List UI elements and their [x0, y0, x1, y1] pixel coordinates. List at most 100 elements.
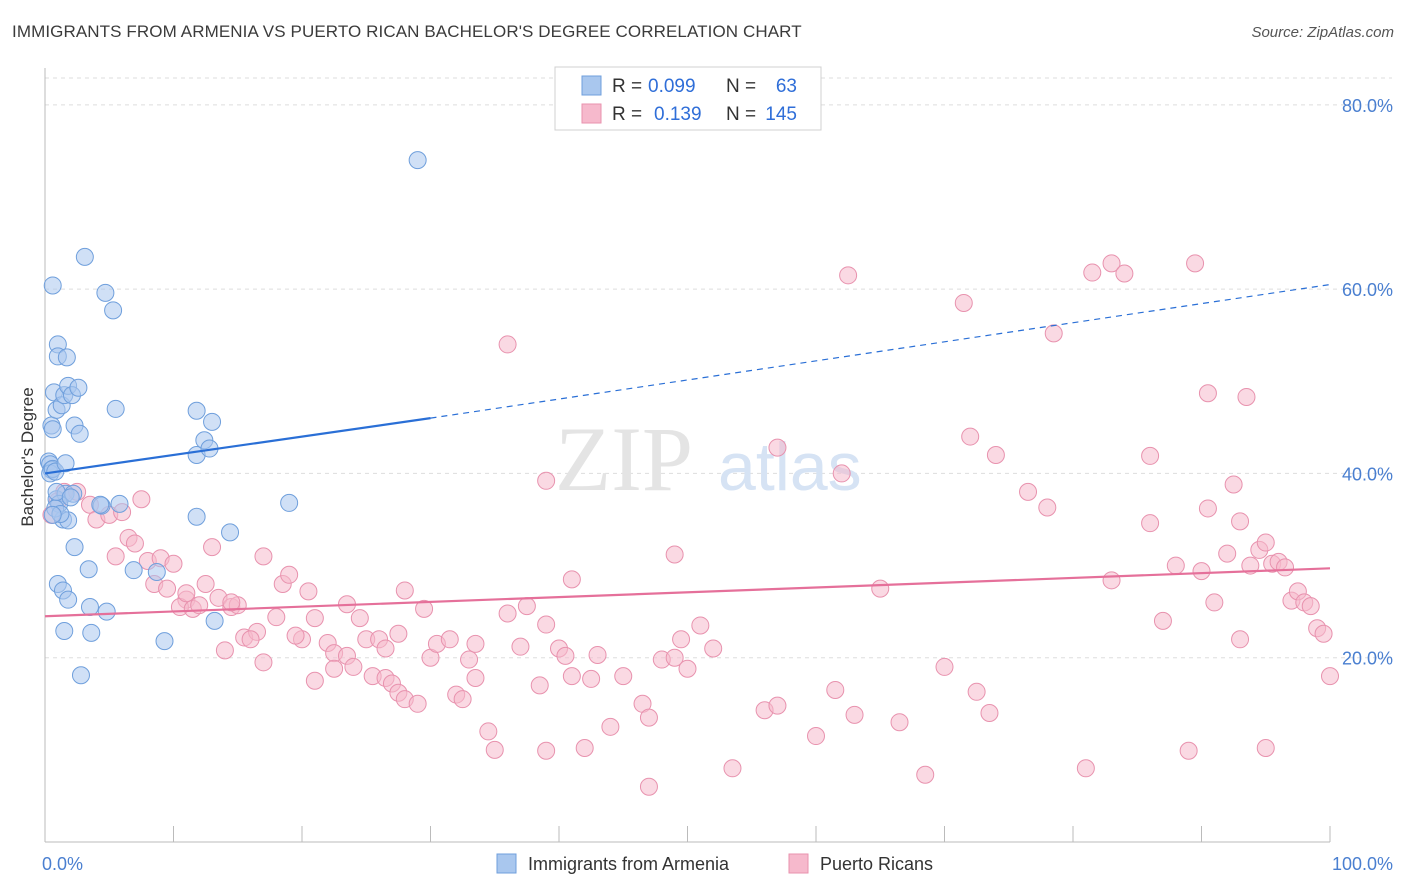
puerto-ricans-point-81: [871, 579, 890, 598]
x-tick-label-0: 0.0%: [42, 854, 83, 874]
puerto-ricans-point-74: [704, 639, 723, 658]
series-legend-armenia-label: Immigrants from Armenia: [528, 854, 730, 874]
puerto-ricans-point-146: [1198, 499, 1217, 518]
chart-source: Source: ZipAtlas.com: [1251, 24, 1394, 41]
puerto-ricans-point-77: [768, 696, 787, 715]
puerto-ricans-point-84: [935, 657, 954, 676]
armenia-point-48: [408, 151, 427, 170]
armenia-point-15: [57, 348, 76, 367]
legend-r-value-0: 0.099: [648, 76, 696, 97]
legend-n-label-0: N =: [726, 76, 756, 97]
puerto-ricans-point-28: [254, 547, 273, 566]
stats-legend: R = 0.099 N = 63 R = 0.139 N = 145: [554, 66, 822, 131]
series-puerto-ricans-points: [42, 254, 1339, 796]
puerto-ricans-point-122: [1141, 514, 1160, 533]
armenia-point-62: [91, 495, 110, 514]
puerto-ricans-point-143: [1314, 624, 1333, 643]
puerto-ricans-point-88: [305, 671, 324, 690]
puerto-ricans-point-101: [537, 741, 556, 760]
puerto-ricans-point-151: [1179, 741, 1198, 760]
puerto-ricans-point-131: [1237, 387, 1256, 406]
puerto-ricans-point-65: [601, 717, 620, 736]
puerto-ricans-point-112: [839, 266, 858, 285]
puerto-ricans-point-144: [1321, 667, 1339, 686]
puerto-ricans-point-50: [453, 690, 472, 709]
y-tick-labels: 20.0% 40.0% 60.0% 80.0%: [1342, 96, 1393, 669]
puerto-ricans-point-123: [1153, 611, 1172, 630]
legend-pink-swatch: [581, 103, 602, 124]
puerto-ricans-point-115: [986, 446, 1005, 464]
puerto-ricans-point-52: [466, 668, 485, 687]
armenia-point-56: [71, 666, 90, 685]
puerto-ricans-point-118: [1044, 324, 1063, 343]
armenia-point-61: [43, 505, 62, 524]
series-armenia-points: [39, 151, 427, 685]
armenia-point-44: [187, 507, 206, 526]
puerto-ricans-point-104: [177, 584, 196, 603]
armenia-point-26: [106, 399, 125, 418]
puerto-ricans-point-137: [1276, 558, 1295, 577]
armenia-point-33: [79, 560, 98, 579]
puerto-ricans-point-126: [1192, 562, 1211, 581]
puerto-ricans-trend-line: [44, 567, 1331, 618]
armenia-point-60: [61, 488, 80, 507]
puerto-ricans-point-32: [299, 582, 318, 601]
puerto-ricans-point-124: [1166, 556, 1185, 575]
puerto-ricans-point-99: [466, 634, 485, 653]
puerto-ricans-point-96: [389, 624, 408, 643]
puerto-ricans-point-66: [614, 667, 633, 686]
puerto-ricans-point-80: [845, 705, 864, 724]
y-axis-label: Bachelor's Degree: [18, 387, 37, 526]
puerto-ricans-point-56: [511, 637, 530, 656]
puerto-ricans-point-120: [1102, 254, 1121, 273]
puerto-ricans-point-71: [672, 630, 691, 649]
puerto-ricans-point-48: [440, 630, 459, 649]
chart-title: IMMIGRANTS FROM ARMENIA VS PUERTO RICAN …: [12, 22, 802, 41]
puerto-ricans-point-61: [562, 667, 581, 686]
armenia-point-32: [65, 538, 84, 557]
puerto-ricans-point-107: [241, 630, 260, 649]
watermark: ZIP atlas: [555, 408, 862, 510]
x-tick-labels: 0.0% 100.0%: [42, 854, 1393, 874]
y-tick-label-2: 60.0%: [1342, 280, 1393, 300]
puerto-ricans-point-64: [588, 645, 607, 664]
puerto-ricans-point-125: [1186, 254, 1205, 273]
puerto-ricans-point-60: [556, 646, 575, 665]
puerto-ricans-point-31: [280, 565, 299, 584]
armenia-point-46: [221, 523, 240, 542]
puerto-ricans-point-21: [203, 538, 222, 557]
armenia-point-22: [43, 276, 62, 295]
series-legend-puerto-ricans-swatch: [788, 853, 809, 874]
puerto-ricans-point-38: [344, 657, 363, 676]
armenia-point-37: [147, 563, 166, 582]
puerto-ricans-point-20: [196, 575, 215, 593]
armenia-point-45: [205, 611, 224, 630]
series-legend: Immigrants from Armenia Puerto Ricans: [496, 853, 933, 874]
watermark-zip: ZIP: [555, 408, 693, 510]
armenia-trend-line: [44, 417, 431, 475]
puerto-ricans-point-147: [1224, 475, 1243, 494]
puerto-ricans-point-78: [807, 727, 825, 746]
armenia-point-25: [104, 301, 123, 320]
armenia-point-24: [96, 283, 115, 302]
puerto-ricans-point-119: [1083, 263, 1102, 282]
puerto-ricans-point-109: [537, 471, 556, 490]
puerto-ricans-point-87: [639, 777, 658, 796]
puerto-ricans-point-103: [665, 545, 684, 564]
puerto-ricans-point-29: [267, 608, 286, 627]
puerto-ricans-point-89: [254, 653, 273, 672]
puerto-ricans-point-16: [158, 579, 177, 598]
puerto-ricans-point-57: [530, 676, 549, 695]
puerto-ricans-point-129: [1218, 544, 1237, 563]
puerto-ricans-point-116: [1019, 482, 1038, 501]
puerto-ricans-point-75: [723, 759, 742, 778]
y-tick-label-3: 80.0%: [1342, 96, 1393, 116]
puerto-ricans-point-10: [125, 534, 144, 553]
armenia-point-21: [56, 454, 75, 473]
armenia-point-51: [59, 590, 78, 609]
puerto-ricans-point-130: [1231, 512, 1250, 531]
puerto-ricans-point-79: [826, 680, 845, 699]
armenia-point-38: [155, 632, 174, 651]
puerto-ricans-point-117: [1038, 498, 1057, 517]
